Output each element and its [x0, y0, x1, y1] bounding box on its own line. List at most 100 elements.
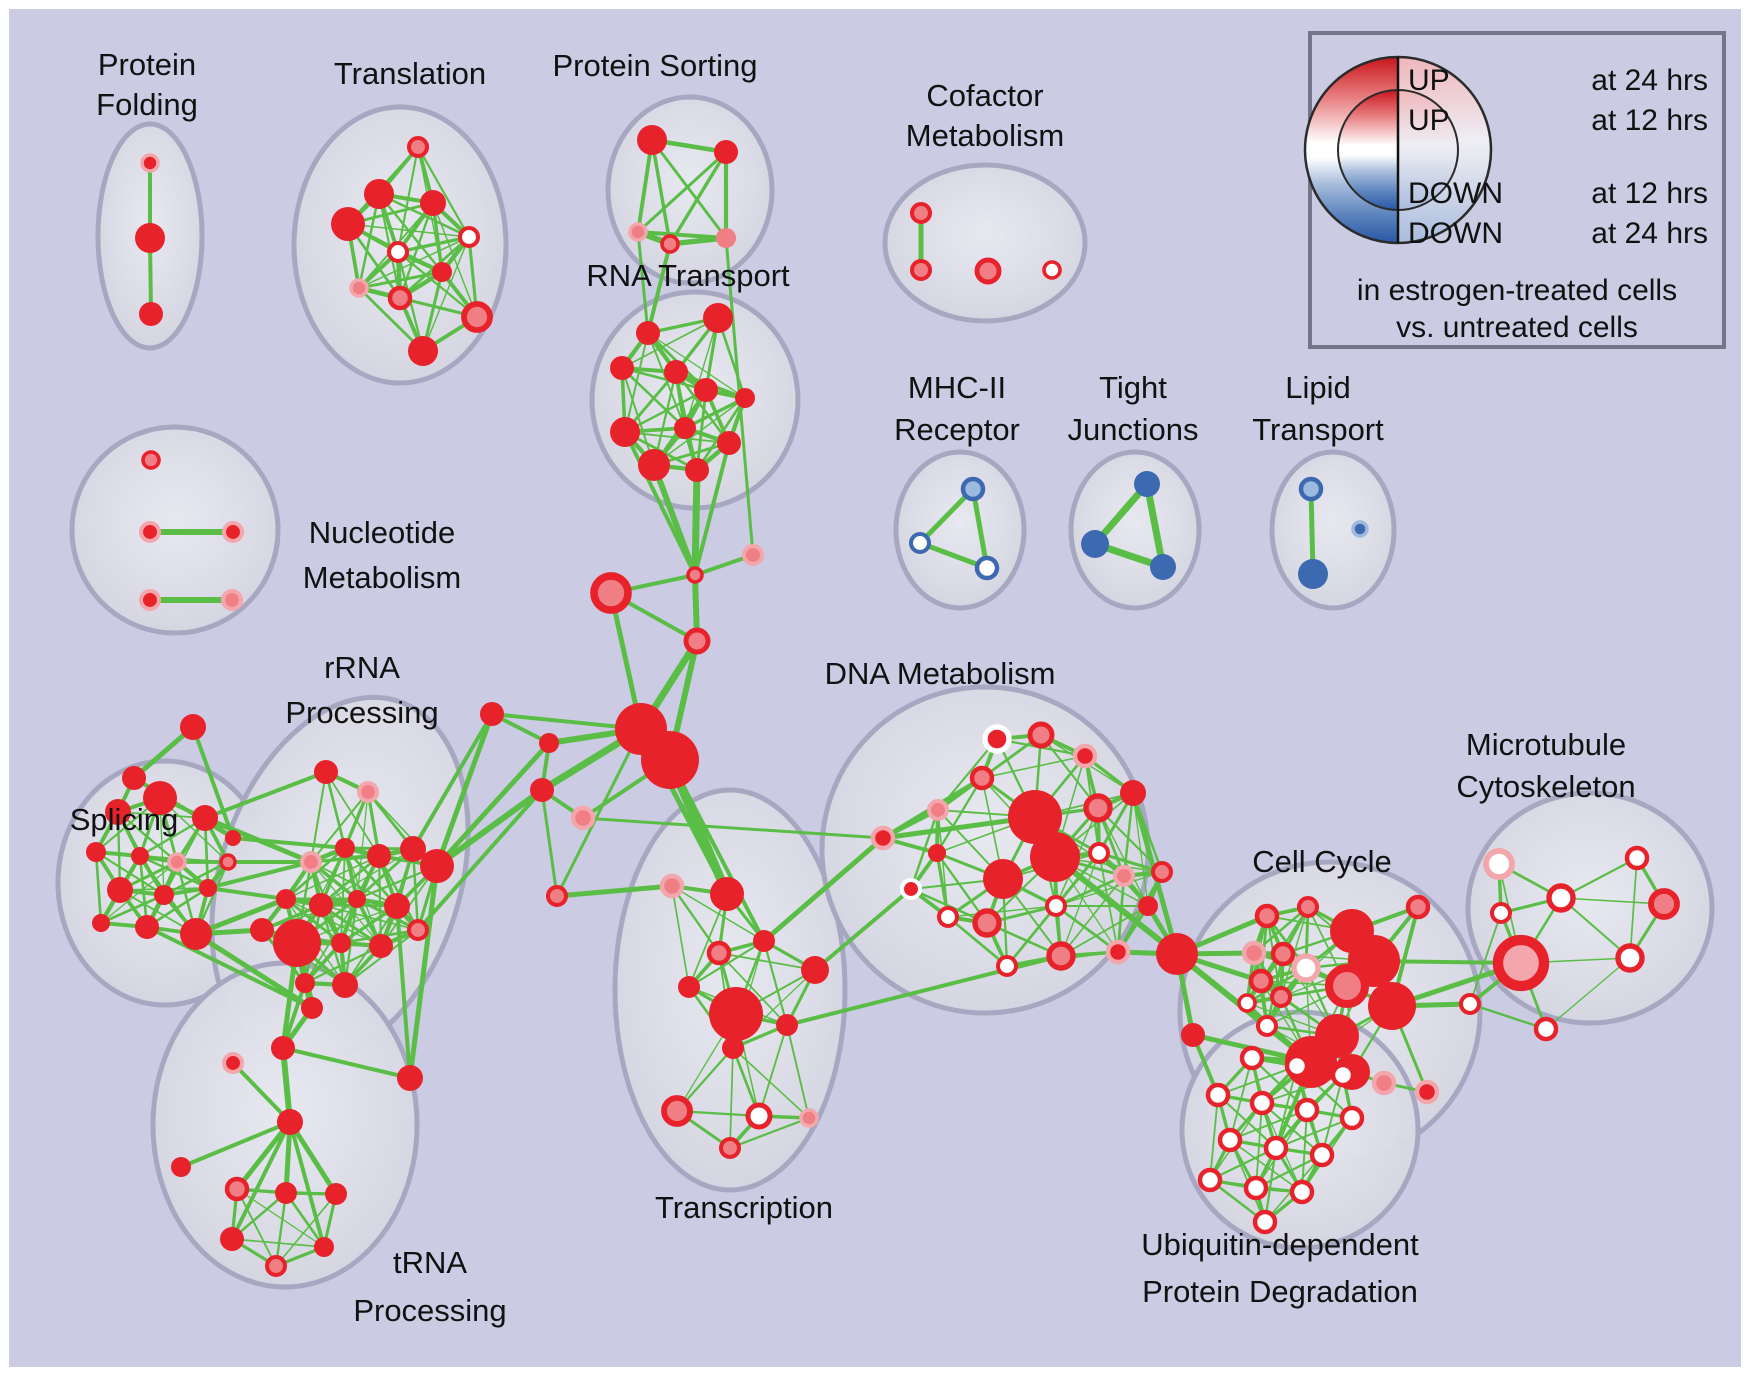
cluster-label-ubiquitin-degradation: Ubiquitin-dependent [1141, 1227, 1419, 1262]
network-edge [1629, 857, 1638, 959]
network-edge [325, 771, 380, 857]
cluster-label-transcription: Transcription [655, 1190, 833, 1225]
network-node [277, 1109, 303, 1135]
network-edge [193, 931, 315, 1011]
network-node [432, 262, 452, 282]
network-edge [555, 727, 643, 898]
network-node [1371, 1070, 1397, 1096]
network-node [122, 766, 146, 790]
network-edge [581, 816, 885, 840]
network-edge [1132, 792, 1149, 907]
cluster-label-nucleotide-metabolism: Nucleotide [309, 515, 455, 550]
cluster-label-splicing: Splicing [70, 802, 179, 837]
network-node [1339, 1105, 1365, 1131]
network-node [1489, 901, 1513, 925]
cluster-label-rna-transport: RNA Transport [586, 258, 790, 293]
network-node [1483, 848, 1515, 880]
network-node [908, 531, 932, 555]
network-node [1046, 941, 1076, 971]
network-node [140, 153, 160, 173]
network-edge [356, 791, 369, 900]
network-node [138, 588, 162, 612]
network-edge [162, 860, 230, 897]
network-node [273, 919, 321, 967]
network-node [1368, 982, 1416, 1030]
network-edge [179, 1120, 292, 1169]
network-edge [1060, 852, 1100, 957]
network-node [1150, 860, 1174, 884]
network-edge [935, 776, 984, 855]
network-node [972, 908, 1002, 938]
network-edge [646, 242, 672, 335]
cluster-label-lipid-transport: Transport [1252, 412, 1384, 447]
network-node [1294, 1097, 1320, 1123]
network-node [637, 125, 667, 155]
network-node [406, 918, 430, 942]
network-edge [691, 466, 701, 579]
network-edge [636, 230, 650, 335]
network-node [1298, 559, 1328, 589]
network-edge [324, 770, 347, 850]
network-edge [1116, 874, 1126, 954]
network-node [1263, 1135, 1289, 1161]
network-node [86, 842, 106, 862]
network-edge [416, 145, 471, 239]
network-node [969, 765, 995, 791]
network-node [717, 431, 741, 455]
network-node [610, 356, 634, 380]
legend-footnote-2: vs. untreated cells [1396, 311, 1638, 344]
network-node [936, 905, 960, 929]
network-node [1291, 953, 1321, 983]
network-node [1156, 933, 1198, 975]
cluster-label-trna-processing: Processing [353, 1293, 506, 1328]
network-node [664, 360, 688, 384]
network-edge [693, 441, 731, 577]
network-edge [946, 915, 1009, 968]
network-node [641, 731, 699, 789]
network-edge [1229, 1109, 1308, 1141]
network-node [870, 825, 896, 851]
legend-row-1-label: UP [1408, 104, 1450, 137]
cluster-label-lipid-transport: Lipid [1285, 370, 1351, 405]
network-edge [636, 138, 654, 234]
network-node [1081, 530, 1109, 558]
network-node [1546, 883, 1576, 913]
network-node [1289, 1179, 1315, 1205]
network-node [799, 1108, 819, 1128]
network-node [801, 956, 829, 984]
network-node [386, 240, 410, 264]
network-node [983, 859, 1023, 899]
network-node [545, 884, 569, 908]
network-edge [202, 815, 314, 865]
network-edge [416, 788, 544, 932]
network-node [570, 805, 596, 831]
network-edge [1263, 1146, 1278, 1224]
network-edge [231, 1061, 292, 1124]
network-node [1072, 743, 1098, 769]
network-node [628, 222, 648, 242]
network-node [1027, 721, 1055, 749]
network-edge [786, 1024, 810, 1119]
network-edge [1054, 851, 1101, 908]
network-node [192, 805, 218, 831]
network-node [369, 934, 393, 958]
network-node [722, 1037, 744, 1059]
network-edge [728, 1116, 811, 1150]
network-node [221, 520, 245, 544]
network-edge [145, 886, 210, 929]
network-edge [1217, 1065, 1298, 1096]
network-node [367, 844, 391, 868]
network-node [420, 190, 446, 216]
network-edge [193, 896, 289, 937]
network-node [314, 760, 338, 784]
network-node [356, 780, 380, 804]
network-edge [761, 835, 886, 944]
network-node [224, 1176, 250, 1202]
network-edge [358, 236, 470, 289]
network-edge [1545, 957, 1631, 1030]
network-edge [1254, 1153, 1324, 1190]
network-edge [917, 486, 976, 546]
network-node [1044, 894, 1068, 918]
network-edge [203, 770, 328, 820]
network-node [638, 449, 670, 481]
